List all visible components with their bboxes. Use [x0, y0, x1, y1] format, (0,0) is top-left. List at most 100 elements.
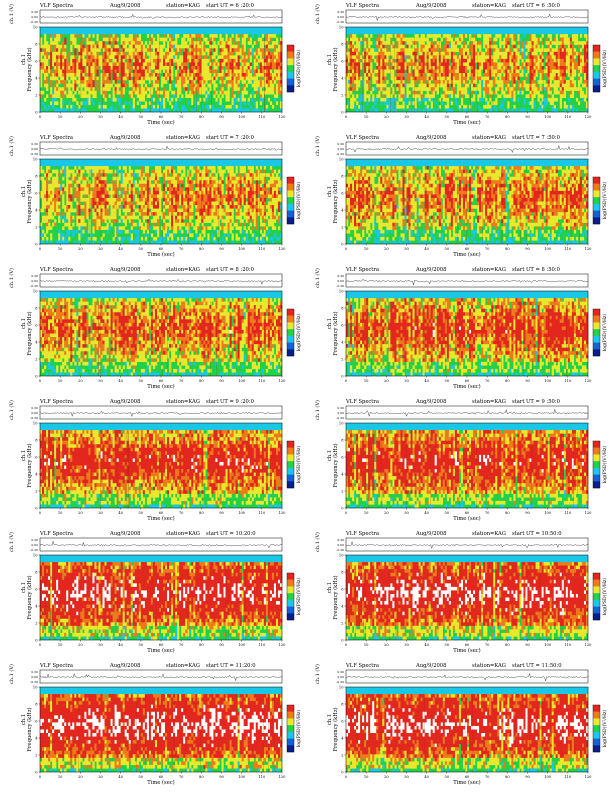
wave-tick-label: -0.30: [336, 152, 344, 156]
time-tick-label: 30: [404, 511, 409, 515]
time-tick-label: 100: [238, 511, 246, 515]
spectrogram-cells: [40, 555, 283, 641]
freq-tick-label: 6: [35, 720, 38, 724]
freq-tick-label: 10: [33, 290, 38, 294]
waveform-frame: [345, 141, 589, 156]
time-tick-label: 20: [384, 775, 389, 779]
time-tick-label: 80: [199, 247, 204, 251]
freq-tick-label: 2: [341, 490, 343, 494]
time-tick-label: 40: [118, 511, 123, 515]
freq-tick-label: 6: [35, 192, 38, 196]
wave-y-label: ch.1 (V): [314, 400, 321, 420]
time-tick-label: 90: [219, 511, 224, 515]
panel-title: VLF Spectra: [345, 135, 379, 141]
time-tick-label: 110: [258, 511, 266, 515]
time-tick-label: 80: [505, 247, 510, 251]
time-axis-label: Time (sec): [453, 779, 480, 786]
time-tick-label: 50: [139, 115, 144, 119]
channel-label: ch.1: [21, 54, 27, 65]
spectrogram-cells: [346, 291, 589, 377]
panel-date: Aug/9/2008: [109, 663, 140, 669]
freq-tick-label: 6: [341, 192, 344, 196]
wave-tick-label: 0.00: [31, 147, 38, 151]
time-tick-label: 120: [585, 643, 593, 647]
waveform-frame: [39, 669, 283, 684]
time-tick-label: 100: [544, 775, 552, 779]
time-tick-label: 100: [238, 115, 246, 119]
colorbar-label: log(PSD)(V²/Hz): [601, 446, 608, 484]
freq-tick-label: 6: [341, 456, 344, 460]
spectra-panel: VLF Spectra Aug/9/2008 station=KAG start UT…: [314, 663, 608, 786]
wave-y-label: ch.1 (V): [8, 136, 15, 156]
time-tick-label: 50: [139, 775, 144, 779]
time-tick-label: 110: [564, 379, 572, 383]
freq-tick-label: 0: [341, 243, 344, 247]
waveform-frame: [345, 9, 589, 24]
colorbar: [592, 44, 601, 93]
time-tick-label: 80: [505, 115, 510, 119]
colorbar: [592, 572, 601, 621]
time-tick-label: 100: [544, 247, 552, 251]
wave-tick-label: 0.00: [337, 411, 344, 415]
freq-tick-label: 8: [341, 439, 344, 443]
panel-title: VLF Spectra: [39, 3, 73, 9]
wave-y-label: ch.1 (V): [314, 532, 321, 552]
time-tick-label: 70: [179, 775, 184, 779]
time-tick-label: 0: [39, 115, 42, 119]
time-axis-label: Time (sec): [147, 383, 174, 390]
freq-axis-label: Frequency (kHz): [26, 575, 33, 619]
waveform-trace: [39, 673, 283, 682]
freq-tick-label: 10: [339, 686, 344, 690]
time-tick-label: 10: [58, 115, 63, 119]
wave-tick-label: -0.30: [30, 680, 38, 684]
time-tick-label: 10: [58, 247, 63, 251]
time-tick-label: 30: [404, 379, 409, 383]
freq-tick-label: 4: [35, 605, 38, 609]
wave-tick-label: 0.00: [31, 15, 38, 19]
time-axis-label: Time (sec): [147, 251, 174, 258]
wave-tick-label: -0.30: [336, 20, 344, 24]
panel-date: Aug/9/2008: [415, 399, 446, 405]
time-tick-label: 0: [345, 247, 348, 251]
waveform-trace: [39, 145, 283, 151]
waveform-trace: [345, 13, 589, 22]
waveform-trace: [345, 672, 589, 682]
time-tick-label: 30: [404, 247, 409, 251]
time-tick-label: 30: [98, 775, 103, 779]
time-tick-label: 0: [345, 115, 348, 119]
panel-title: VLF Spectra: [345, 3, 379, 9]
panel-start-time: start UT = 7 :20:0: [206, 135, 254, 141]
spectra-panel: VLF Spectra Aug/9/2008 station=KAG start UT…: [314, 399, 608, 522]
colorbar: [286, 176, 295, 225]
panel-station: station=KAG: [166, 135, 200, 141]
wave-tick-label: 0.00: [31, 279, 38, 283]
time-tick-label: 70: [179, 379, 184, 383]
spectrogram-cells: [346, 687, 589, 773]
panel-date: Aug/9/2008: [109, 531, 140, 537]
freq-tick-label: 8: [35, 571, 38, 575]
time-tick-label: 120: [585, 511, 593, 515]
time-tick-label: 50: [139, 511, 144, 515]
colorbar-label: log(PSD)(V²/Hz): [601, 50, 608, 88]
panel-start-time: start UT = 9 :20:0: [206, 399, 254, 405]
freq-tick-label: 8: [341, 571, 344, 575]
time-tick-label: 50: [139, 643, 144, 647]
time-tick-label: 90: [525, 643, 530, 647]
freq-tick-label: 10: [33, 26, 38, 30]
time-axis-label: Time (sec): [453, 383, 480, 390]
time-tick-label: 20: [78, 115, 83, 119]
colorbar: [286, 308, 295, 357]
colorbar-label: log(PSD)(V²/Hz): [601, 710, 608, 748]
time-tick-label: 120: [279, 643, 287, 647]
time-axis-label: Time (sec): [453, 119, 480, 126]
panel-date: Aug/9/2008: [415, 531, 446, 537]
freq-tick-label: 10: [339, 290, 344, 294]
time-tick-label: 20: [78, 247, 83, 251]
time-tick-label: 100: [544, 115, 552, 119]
time-tick-label: 70: [179, 247, 184, 251]
waveform-trace: [345, 144, 589, 153]
time-tick-label: 40: [118, 643, 123, 647]
panel-start-time: start UT = 8 :20:0: [206, 267, 254, 273]
time-tick-label: 80: [505, 379, 510, 383]
freq-tick-label: 10: [339, 26, 344, 30]
